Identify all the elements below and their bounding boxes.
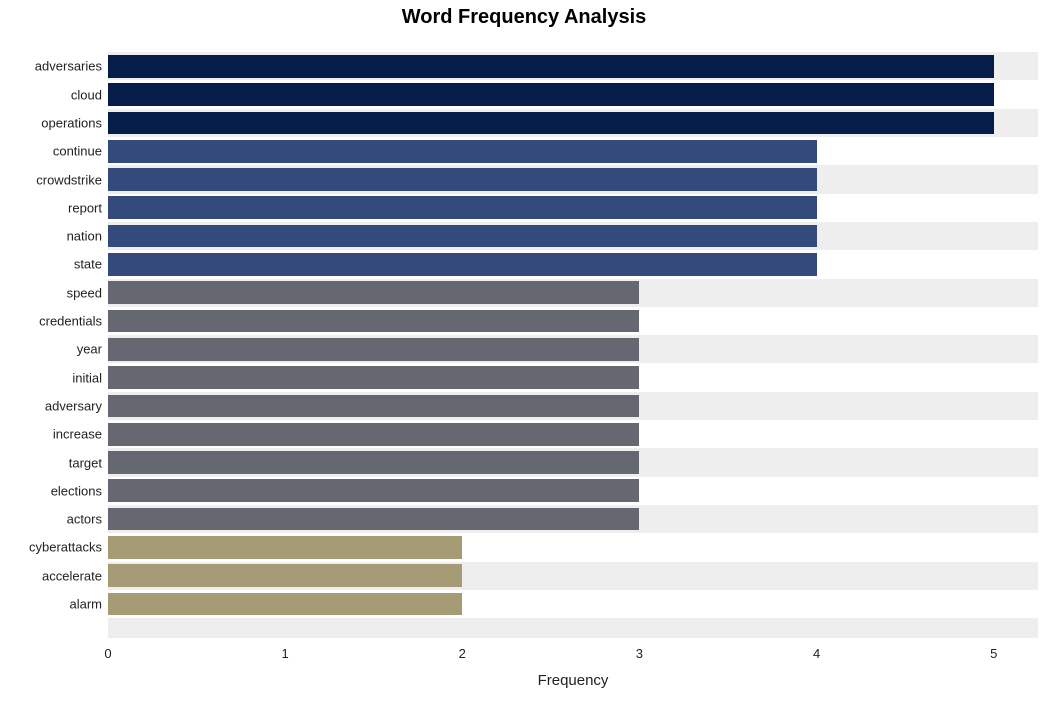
bar: [108, 140, 817, 163]
grid-band: [108, 38, 1038, 52]
x-tick-label: 0: [104, 646, 111, 661]
bar: [108, 508, 639, 531]
x-tick-label: 5: [990, 646, 997, 661]
bar: [108, 83, 994, 106]
y-tick-label: nation: [67, 230, 108, 243]
y-tick-label: target: [69, 456, 108, 469]
bar: [108, 564, 462, 587]
y-tick-label: state: [74, 258, 108, 271]
bar: [108, 366, 639, 389]
bar: [108, 451, 639, 474]
chart-title: Word Frequency Analysis: [0, 6, 1048, 29]
y-tick-label: alarm: [69, 598, 108, 611]
y-tick-label: report: [68, 201, 108, 214]
x-tick-label: 1: [282, 646, 289, 661]
bar: [108, 593, 462, 616]
bar: [108, 281, 639, 304]
plot-area: 012345adversariescloudoperationscontinue…: [108, 38, 1038, 638]
bar: [108, 196, 817, 219]
bar: [108, 479, 639, 502]
y-tick-label: adversaries: [35, 60, 108, 73]
grid-band: [108, 618, 1038, 638]
y-tick-label: continue: [53, 145, 108, 158]
x-tick-label: 2: [459, 646, 466, 661]
y-tick-label: initial: [72, 371, 108, 384]
x-tick-label: 3: [636, 646, 643, 661]
y-tick-label: operations: [41, 116, 108, 129]
x-axis-label: Frequency: [108, 672, 1038, 689]
y-tick-label: elections: [51, 484, 108, 497]
x-tick-label: 4: [813, 646, 820, 661]
y-tick-label: cyberattacks: [29, 541, 108, 554]
bar: [108, 423, 639, 446]
chart-container: Word Frequency Analysis 012345adversarie…: [0, 0, 1048, 701]
y-tick-label: year: [77, 343, 108, 356]
bar: [108, 395, 639, 418]
y-tick-label: actors: [67, 513, 108, 526]
bar: [108, 253, 817, 276]
y-tick-label: adversary: [45, 399, 108, 412]
y-tick-label: increase: [53, 428, 108, 441]
bar: [108, 310, 639, 333]
y-tick-label: crowdstrike: [36, 173, 108, 186]
bar: [108, 338, 639, 361]
bar: [108, 55, 994, 78]
y-tick-label: accelerate: [42, 569, 108, 582]
bar: [108, 536, 462, 559]
y-tick-label: credentials: [39, 315, 108, 328]
bar: [108, 168, 817, 191]
y-tick-label: cloud: [71, 88, 108, 101]
bar: [108, 112, 994, 135]
bar: [108, 225, 817, 248]
y-tick-label: speed: [67, 286, 108, 299]
